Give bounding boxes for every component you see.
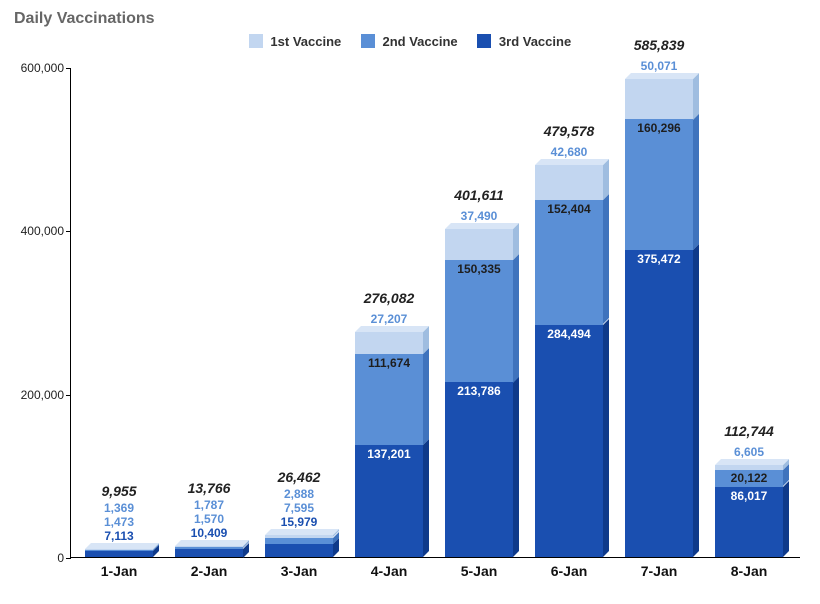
seg-label-1st: 1,787 [168, 498, 250, 512]
bar-seg-3rd [85, 551, 153, 557]
legend-label-2nd: 2nd Vaccine [383, 34, 458, 49]
bar-seg-2nd [175, 547, 243, 548]
bar-seg-2nd [445, 260, 513, 383]
seg-label-3rd: 7,113 [78, 529, 160, 543]
bar-seg-1st [355, 332, 423, 354]
bar-seg-1st [265, 535, 333, 537]
x-axis-label: 6-Jan [535, 563, 603, 579]
bar-seg-2nd [625, 119, 693, 250]
bar-seg-1st-side [693, 73, 699, 120]
seg-label-3rd: 10,409 [168, 526, 250, 540]
legend-swatch-2nd [361, 34, 375, 48]
seg-label-2nd: 20,122 [708, 471, 790, 485]
bar-top-cap [625, 73, 699, 79]
bar-seg-2nd [85, 550, 153, 551]
x-axis-label: 2-Jan [175, 563, 243, 579]
seg-label-1st: 27,207 [348, 312, 430, 326]
x-axis-label: 7-Jan [625, 563, 693, 579]
x-axis-label: 4-Jan [355, 563, 423, 579]
bar-top-cap [445, 223, 519, 229]
y-tick-mark [66, 68, 71, 69]
bar-seg-1st [85, 549, 153, 550]
legend-swatch-1st [249, 34, 263, 48]
y-tick-mark [66, 558, 71, 559]
seg-label-2nd: 152,404 [528, 202, 610, 216]
y-tick-label: 0 [9, 551, 64, 565]
legend-item-1st: 1st Vaccine [249, 34, 341, 49]
bar-seg-1st-side [603, 159, 609, 200]
seg-label-1st: 6,605 [708, 445, 790, 459]
bar-total-label: 112,744 [708, 423, 790, 439]
seg-label-3rd: 137,201 [348, 447, 430, 461]
x-axis-label: 1-Jan [85, 563, 153, 579]
chart-title: Daily Vaccinations [14, 10, 155, 28]
bar-seg-1st [625, 79, 693, 120]
bar-total-label: 479,578 [528, 123, 610, 139]
bar-top-cap [715, 459, 789, 465]
x-axis-label: 5-Jan [445, 563, 513, 579]
seg-label-3rd: 15,979 [258, 515, 340, 529]
bar-total-label: 401,611 [438, 187, 520, 203]
bar-seg-1st-side [513, 223, 519, 260]
y-tick-label: 600,000 [9, 61, 64, 75]
seg-label-3rd: 284,494 [528, 327, 610, 341]
bar-seg-3rd [265, 544, 333, 557]
seg-label-2nd: 7,595 [258, 501, 340, 515]
x-axis-label: 8-Jan [715, 563, 783, 579]
bar-seg-1st [535, 165, 603, 200]
bar-total-label: 13,766 [168, 480, 250, 496]
seg-label-2nd: 1,473 [78, 515, 160, 529]
legend-swatch-3rd [477, 34, 491, 48]
seg-label-3rd: 213,786 [438, 384, 520, 398]
seg-label-1st: 1,369 [78, 501, 160, 515]
bar-total-label: 26,462 [258, 469, 340, 485]
bar-seg-3rd-side [693, 244, 699, 557]
seg-label-2nd: 111,674 [348, 356, 430, 370]
bar-seg-3rd [355, 445, 423, 557]
seg-label-2nd: 160,296 [618, 121, 700, 135]
seg-label-3rd: 375,472 [618, 252, 700, 266]
bar-seg-2nd [265, 538, 333, 544]
bar-top-cap [175, 540, 249, 546]
seg-label-1st: 50,071 [618, 59, 700, 73]
bar-top-cap [535, 159, 609, 165]
bar-seg-3rd [625, 250, 693, 557]
seg-label-1st: 37,490 [438, 209, 520, 223]
bar-seg-3rd-side [603, 319, 609, 557]
bar-top-cap [85, 543, 159, 549]
x-axis-label: 3-Jan [265, 563, 333, 579]
plot-area: 0200,000400,000600,0001-Jan7,1131,4731,3… [70, 68, 800, 558]
legend-item-2nd: 2nd Vaccine [361, 34, 458, 49]
bar-seg-3rd [535, 325, 603, 557]
y-tick-label: 200,000 [9, 388, 64, 402]
y-tick-mark [66, 395, 71, 396]
y-tick-label: 400,000 [9, 224, 64, 238]
bar-total-label: 9,955 [78, 483, 160, 499]
legend-label-3rd: 3rd Vaccine [499, 34, 571, 49]
bar-seg-1st [715, 465, 783, 470]
bar-total-label: 585,839 [618, 37, 700, 53]
bar-total-label: 276,082 [348, 290, 430, 306]
seg-label-1st: 2,888 [258, 487, 340, 501]
y-tick-mark [66, 231, 71, 232]
bar-top-cap [265, 529, 339, 535]
seg-label-1st: 42,680 [528, 145, 610, 159]
bar-seg-3rd [175, 549, 243, 558]
bar-seg-3rd [445, 382, 513, 557]
bar-seg-1st [445, 229, 513, 260]
seg-label-2nd: 150,335 [438, 262, 520, 276]
bar-seg-2nd [535, 200, 603, 324]
legend-label-1st: 1st Vaccine [270, 34, 341, 49]
legend-item-3rd: 3rd Vaccine [477, 34, 571, 49]
seg-label-2nd: 1,570 [168, 512, 250, 526]
bar-top-cap [355, 326, 429, 332]
bar-seg-3rd-side [513, 376, 519, 557]
seg-label-3rd: 86,017 [708, 489, 790, 503]
